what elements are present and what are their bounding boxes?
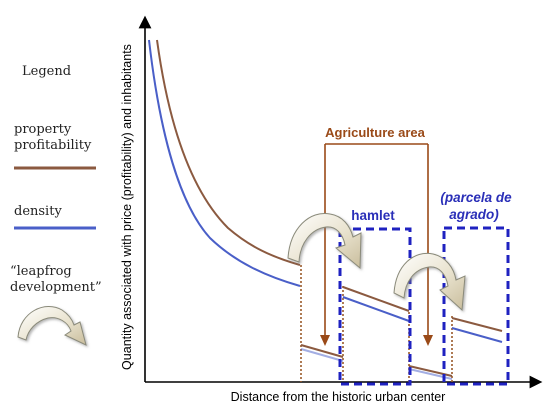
dotted-drop-lines	[300, 265, 453, 382]
profitability-curve-main	[156, 39, 301, 266]
parcela-label-line2: agrado)	[449, 207, 499, 222]
y-axis-label: Quantity associated with price (profitab…	[120, 44, 134, 370]
parcela-label-line1: (parcela de	[440, 190, 512, 205]
legend-leapfrog-arrow-icon	[17, 305, 87, 346]
parcela-profitability-segment	[451, 317, 503, 332]
leapfrog-arrow-to-hamlet-icon	[287, 212, 362, 270]
parcela-dashed-box	[442, 226, 510, 386]
legend-title: Legend	[22, 64, 72, 79]
agriculture-area-bracket	[320, 143, 433, 346]
legend-label-property-profitability: property profitability	[14, 122, 92, 153]
agriculture-area-label: Agriculture area	[325, 125, 425, 140]
legend-label-density: density	[14, 204, 62, 219]
x-axis-label: Distance from the historic urban center	[231, 390, 446, 404]
density-curve-main	[148, 39, 301, 287]
hamlet-profitability-segment	[342, 286, 410, 312]
legend-label-leapfrog: “leapfrog development”	[10, 264, 102, 295]
agriculture-low-segments	[300, 344, 453, 380]
hamlet-label: hamlet	[351, 208, 395, 223]
parcela-density-segment	[451, 327, 503, 343]
leapfrog-arrow-to-parcela-icon	[393, 252, 466, 312]
hamlet-density-segment	[342, 296, 410, 322]
hamlet-dashed-box	[338, 227, 412, 386]
